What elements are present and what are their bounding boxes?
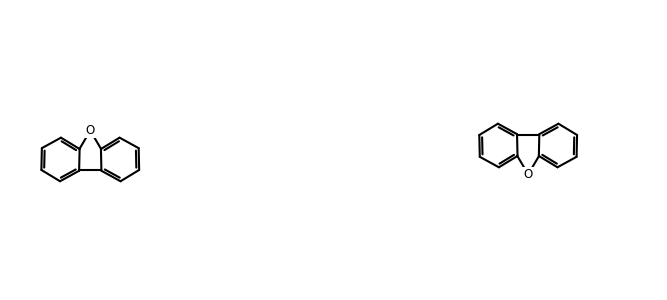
Text: O: O — [524, 168, 533, 181]
Text: O: O — [85, 124, 95, 137]
